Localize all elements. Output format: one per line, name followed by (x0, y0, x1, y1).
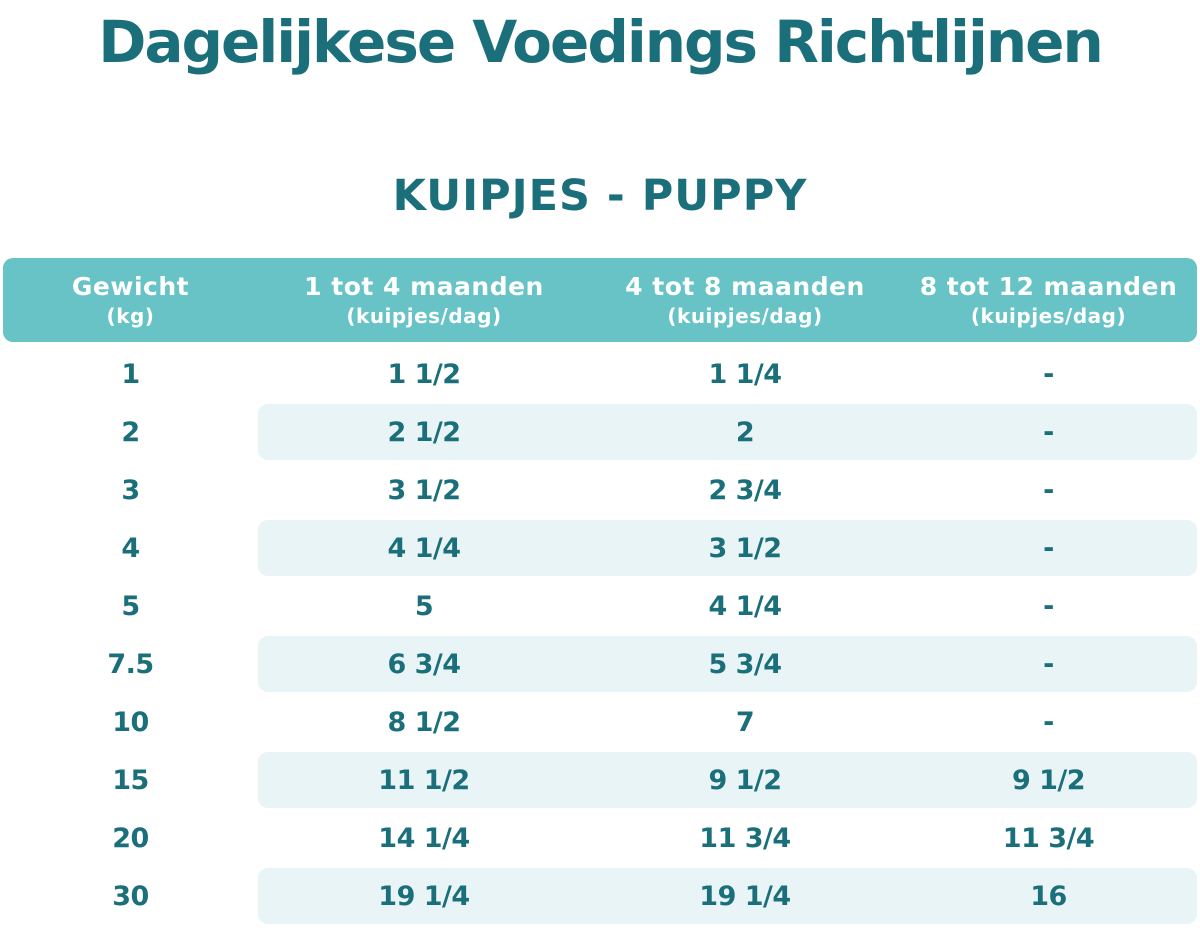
weight-cell: 20 (112, 822, 149, 854)
weight-cell: 10 (112, 706, 149, 738)
portion-cell-8-12: - (1043, 416, 1054, 448)
weight-cell: 2 (121, 416, 140, 448)
weight-cell: 3 (121, 474, 140, 506)
table-row: 10 8 1/2 7 - (3, 693, 1197, 751)
row-stripe (258, 868, 1197, 924)
row-stripe (258, 404, 1197, 460)
portion-cell-4-8: 19 1/4 (699, 880, 791, 912)
table-row: 5 5 4 1/4 - (3, 577, 1197, 635)
table-row: 3 3 1/2 2 3/4 - (3, 461, 1197, 519)
column-header-4-8-maanden: 4 tot 8 maanden (kuipjes/dag) (590, 271, 900, 329)
portion-cell-4-8: 2 3/4 (708, 474, 782, 506)
portion-cell-4-8: 7 (735, 706, 755, 738)
column-header-gewicht: Gewicht (kg) (3, 271, 258, 329)
weight-cell: 15 (112, 764, 149, 796)
table-row: 15 11 1/2 9 1/2 9 1/2 (3, 751, 1197, 809)
portion-cell-4-8: 2 (735, 416, 755, 448)
table-row: 1 1 1/2 1 1/4 - (3, 345, 1197, 403)
section-subtitle: KUIPJES - PUPPY (392, 171, 808, 221)
portion-cell-8-12: - (1043, 590, 1054, 622)
portion-cell-1-4: 14 1/4 (378, 822, 470, 854)
portion-cell-1-4: 4 1/4 (387, 532, 461, 564)
portion-cell-4-8: 1 1/4 (708, 358, 782, 390)
weight-cell: 1 (121, 358, 140, 390)
row-stripe (258, 636, 1197, 692)
portion-cell-1-4: 2 1/2 (387, 416, 461, 448)
portion-cell-8-12: - (1043, 474, 1054, 506)
portion-cell-1-4: 6 3/4 (387, 648, 461, 680)
row-stripe (258, 520, 1197, 576)
table-header-row: Gewicht (kg) 1 tot 4 maanden (kuipjes/da… (3, 258, 1197, 342)
portion-cell-1-4: 5 (414, 590, 434, 622)
table-body: 1 1 1/2 1 1/4 - 2 2 1/2 2 - 3 3 1/2 2 3/… (3, 345, 1197, 925)
portion-cell-4-8: 5 3/4 (708, 648, 782, 680)
column-header-unit: (kuipjes/dag) (667, 304, 823, 328)
portion-cell-1-4: 1 1/2 (387, 358, 461, 390)
weight-cell: 5 (121, 590, 140, 622)
portion-cell-4-8: 3 1/2 (708, 532, 782, 564)
portion-cell-1-4: 8 1/2 (387, 706, 461, 738)
table-row: 20 14 1/4 11 3/4 11 3/4 (3, 809, 1197, 867)
portion-cell-8-12: 9 1/2 (1011, 764, 1086, 796)
portion-cell-8-12: - (1043, 648, 1054, 680)
table-row: 4 4 1/4 3 1/2 - (3, 519, 1197, 577)
page-title: Dagelijkese Voedings Richtlijnen (98, 8, 1104, 76)
portion-cell-1-4: 19 1/4 (378, 880, 470, 912)
column-header-unit: (kuipjes/dag) (346, 304, 502, 328)
column-header-unit: (kuipjes/dag) (970, 304, 1127, 328)
portion-cell-8-12: - (1043, 706, 1054, 738)
column-header-label: 4 tot 8 maanden (625, 272, 865, 301)
column-header-8-12-maanden: 8 tot 12 maanden (kuipjes/dag) (900, 271, 1197, 329)
table-row: 30 19 1/4 19 1/4 16 (3, 867, 1197, 925)
weight-cell: 4 (121, 532, 140, 564)
weight-cell: 7.5 (107, 648, 154, 680)
portion-cell-4-8: 11 3/4 (699, 822, 791, 854)
portion-cell-1-4: 11 1/2 (378, 764, 470, 796)
table-row: 2 2 1/2 2 - (3, 403, 1197, 461)
portion-cell-8-12: - (1043, 358, 1054, 390)
table-row: 7.5 6 3/4 5 3/4 - (3, 635, 1197, 693)
column-header-label: 8 tot 12 maanden (919, 272, 1178, 301)
column-header-label: 1 tot 4 maanden (304, 272, 544, 301)
portion-cell-8-12: - (1043, 532, 1054, 564)
weight-cell: 30 (112, 880, 149, 912)
column-header-unit: (kg) (106, 304, 155, 328)
portion-cell-4-8: 4 1/4 (708, 590, 782, 622)
portion-cell-1-4: 3 1/2 (387, 474, 461, 506)
column-header-label: Gewicht (71, 272, 190, 301)
feeding-table: Gewicht (kg) 1 tot 4 maanden (kuipjes/da… (3, 258, 1197, 925)
column-header-1-4-maanden: 1 tot 4 maanden (kuipjes/dag) (258, 271, 590, 329)
portion-cell-4-8: 9 1/2 (708, 764, 782, 796)
row-stripe (258, 752, 1197, 808)
portion-cell-8-12: 11 3/4 (1002, 822, 1095, 854)
portion-cell-8-12: 16 (1030, 880, 1067, 912)
